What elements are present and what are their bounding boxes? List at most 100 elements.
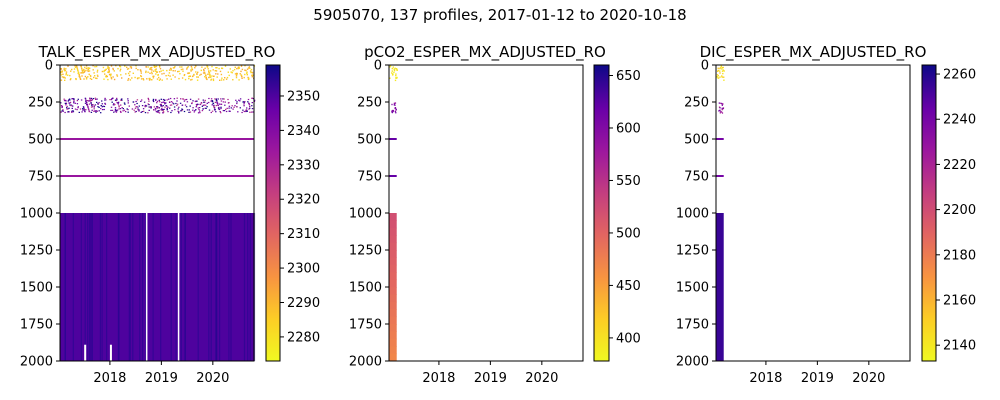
- heatmap-cell: [95, 98, 97, 100]
- heatmap-cell: [245, 110, 247, 113]
- heatmap-cell: [85, 100, 87, 102]
- heatmap-cell: [199, 112, 201, 114]
- heatmap-cell: [163, 101, 165, 103]
- heatmap-cell: [235, 75, 238, 77]
- heatmap-cell: [220, 107, 222, 110]
- heatmap-cell: [168, 98, 170, 100]
- heatmap-cell: [68, 107, 70, 109]
- heatmap-cell: [243, 76, 245, 79]
- heatmap-cell: [78, 74, 80, 76]
- heatmap-cell: [115, 65, 117, 67]
- heatmap-cell: [179, 73, 181, 75]
- heatmap-cell: [150, 106, 152, 108]
- heatmap-cell: [97, 75, 99, 77]
- heatmap-cell: [109, 99, 111, 101]
- heatmap-cell: [195, 106, 197, 108]
- heatmap-cell: [251, 74, 253, 76]
- heatmap-cell: [208, 76, 210, 79]
- heatmap-cell: [156, 106, 159, 108]
- heatmap-cell: [213, 105, 215, 107]
- heatmap-cell: [150, 68, 152, 71]
- heatmap-cell: [718, 110, 720, 112]
- heatmap-cell: [127, 102, 129, 104]
- heatmap-cell: [140, 70, 142, 73]
- heatmap-cell: [111, 101, 113, 103]
- heatmap-cell: [119, 65, 121, 67]
- heatmap-band: [716, 138, 724, 140]
- heatmap-cell: [721, 111, 723, 113]
- heatmap-cell: [158, 71, 161, 73]
- heatmap-band: [60, 138, 254, 140]
- heatmap-cell: [219, 79, 221, 81]
- heatmap-cell: [198, 108, 200, 111]
- heatmap-cell: [225, 108, 227, 110]
- heatmap-cell: [186, 109, 189, 111]
- heatmap-cell: [224, 77, 226, 79]
- heatmap-cell: [161, 106, 163, 108]
- heatmap-cell: [77, 106, 79, 108]
- colorbar-tick-label: 2350: [287, 89, 320, 104]
- heatmap-cell: [70, 78, 72, 80]
- heatmap-cell: [123, 102, 126, 104]
- heatmap-cell: [220, 98, 222, 100]
- heatmap-cell: [96, 74, 99, 76]
- heatmap-cell: [188, 72, 191, 74]
- heatmap-cell: [152, 98, 155, 100]
- heatmap-cell: [64, 213, 66, 361]
- heatmap-cell: [717, 77, 720, 79]
- heatmap-cell: [77, 70, 79, 72]
- heatmap-cell: [160, 104, 162, 106]
- data-gap: [145, 213, 148, 361]
- heatmap-cell: [120, 104, 122, 106]
- y-tick-label: 500: [684, 133, 709, 148]
- heatmap-cell: [93, 105, 95, 107]
- heatmap-cell: [95, 65, 98, 68]
- heatmap-cell: [248, 77, 250, 79]
- heatmap-cell: [232, 79, 234, 81]
- heatmap-cell: [191, 69, 194, 71]
- colorbar-tick-label: 2200: [943, 203, 976, 218]
- heatmap-cell: [717, 70, 719, 72]
- y-tick-label: 1500: [349, 281, 382, 296]
- heatmap-cell: [111, 98, 113, 100]
- heatmap-cell: [129, 213, 131, 361]
- heatmap-cell: [720, 110, 722, 113]
- heatmap-cell: [94, 104, 97, 106]
- heatmap-cell: [392, 109, 394, 112]
- heatmap-cell: [138, 110, 140, 112]
- heatmap-cell: [224, 104, 226, 106]
- heatmap-cell: [228, 107, 230, 109]
- colorbar-tick-label: 450: [616, 279, 641, 294]
- heatmap-cell: [91, 109, 93, 111]
- heatmap-cell: [98, 110, 100, 112]
- heatmap-cell: [230, 213, 232, 361]
- heatmap-cell: [147, 66, 149, 68]
- heatmap-cell: [127, 79, 129, 81]
- x-tick-label: 2019: [801, 371, 834, 386]
- heatmap-cell: [154, 109, 157, 111]
- heatmap-cell: [71, 111, 73, 113]
- heatmap-cell: [103, 70, 105, 73]
- heatmap-cell: [108, 67, 110, 69]
- heatmap-cell: [93, 76, 95, 79]
- colorbar-tick-label: 400: [616, 331, 641, 346]
- heatmap-cell: [175, 213, 177, 361]
- heatmap-cell: [203, 104, 205, 106]
- heatmap-cell: [212, 69, 214, 71]
- heatmap-cell: [236, 67, 238, 70]
- heatmap-cell: [195, 109, 197, 111]
- heatmap-cell: [719, 107, 721, 109]
- heatmap-cell: [218, 103, 221, 105]
- heatmap-cell: [117, 102, 119, 104]
- heatmap-cell: [84, 66, 86, 69]
- heatmap-cell: [176, 103, 179, 105]
- y-tick-label: 500: [357, 133, 382, 148]
- heatmap-cell: [132, 72, 134, 74]
- heatmap-cell: [179, 102, 182, 104]
- heatmap-cell: [205, 78, 208, 80]
- heatmap-cell: [199, 103, 201, 106]
- heatmap-cell: [245, 69, 247, 72]
- heatmap-cell: [215, 98, 218, 100]
- heatmap-cell: [163, 72, 165, 75]
- heatmap-cell: [188, 111, 190, 113]
